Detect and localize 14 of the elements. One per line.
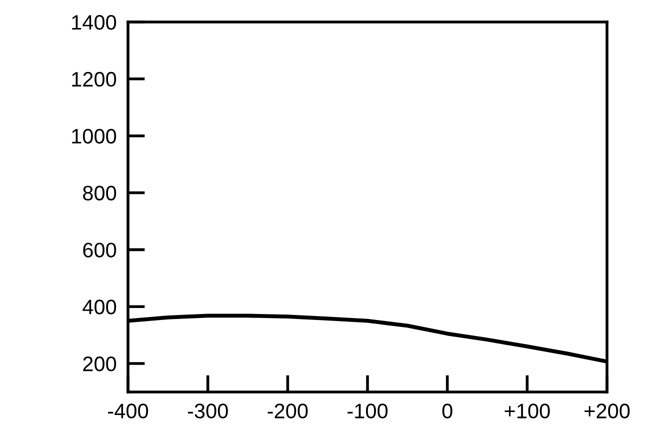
- y-tick-label: 1400: [72, 15, 116, 30]
- x-tick-label: +100: [504, 404, 550, 418]
- y-tick-label: 200: [83, 356, 116, 372]
- y-tick-label: 800: [83, 186, 116, 201]
- x-tick-label: +200: [584, 404, 630, 418]
- x-tick-label: -400: [108, 404, 148, 418]
- x-tick-label: -100: [348, 404, 388, 418]
- y-tick-label: 1200: [72, 72, 116, 87]
- y-tick-label: 400: [82, 300, 116, 314]
- x-tick-label: -300: [188, 404, 228, 418]
- y-tick-label: 600: [83, 242, 116, 258]
- y-tick-label: 1000: [72, 128, 116, 144]
- x-tick-label: -200: [268, 404, 308, 418]
- x-tick-label: 0: [442, 404, 452, 418]
